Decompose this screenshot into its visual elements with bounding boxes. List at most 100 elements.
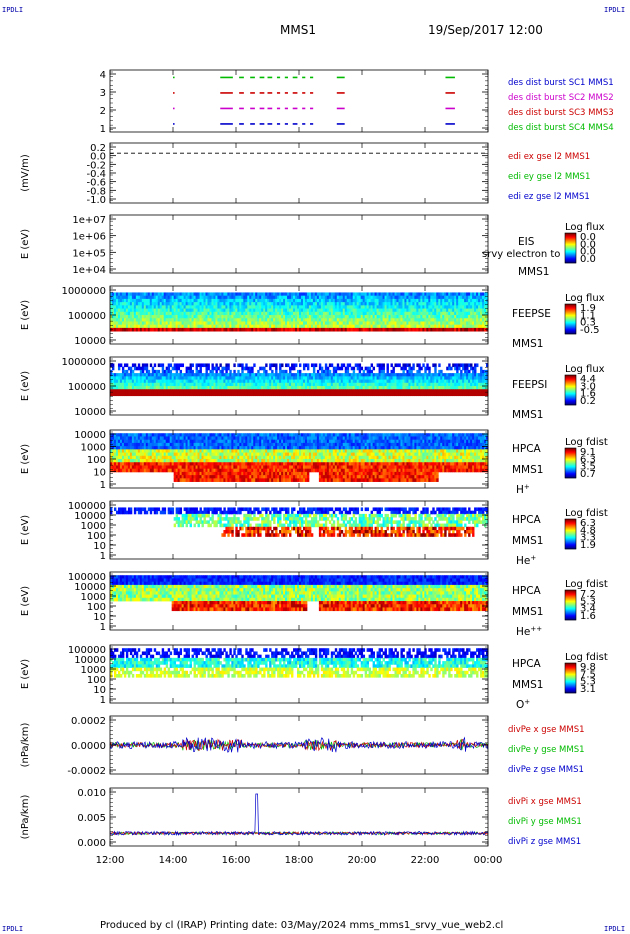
heatmap-cell — [438, 318, 441, 322]
heatmap-cell — [320, 311, 324, 316]
heatmap-cell — [231, 327, 234, 332]
burst-segment — [220, 123, 233, 125]
heatmap-cell — [123, 389, 127, 393]
heatmap-cell — [386, 295, 389, 300]
heatmap-cell — [129, 386, 133, 390]
heatmap-cell — [302, 324, 306, 329]
heatmap-cell — [304, 327, 308, 332]
heatmap-cell — [265, 327, 268, 332]
heatmap-cell — [416, 321, 419, 326]
heatmap-cell — [352, 305, 356, 309]
heatmap-cell — [275, 318, 278, 322]
heatmap-cell — [211, 369, 214, 374]
heatmap-cell — [408, 305, 411, 309]
heatmap-cell — [125, 379, 129, 384]
heatmap-cell — [316, 318, 320, 322]
heatmap-cell — [328, 318, 332, 322]
heatmap-cell — [141, 318, 145, 322]
heatmap-cell — [195, 392, 198, 397]
heatmap-cell — [370, 302, 374, 306]
heatmap-cell — [400, 305, 403, 309]
burst-segment — [284, 92, 288, 94]
heatmap-cell — [179, 363, 183, 368]
heatmap-cell — [189, 376, 192, 380]
heatmap-cell — [153, 295, 157, 300]
heatmap-cell — [197, 373, 200, 377]
heatmap-cell — [287, 315, 290, 319]
heatmap-cell — [334, 318, 338, 322]
heatmap-cell — [159, 376, 163, 380]
heatmap-cell — [265, 373, 268, 377]
heatmap-cell — [163, 305, 167, 309]
heatmap-cell — [227, 298, 230, 303]
heatmap-cell — [318, 324, 322, 329]
heatmap-cell — [237, 382, 240, 387]
heatmap-cell — [406, 292, 409, 297]
heatmap-cell — [235, 302, 238, 306]
heatmap-cell — [227, 308, 230, 313]
heatmap-cell — [241, 382, 244, 387]
heatmap-cell — [308, 386, 312, 390]
heatmap-cell — [127, 376, 131, 380]
heatmap-cell — [211, 305, 214, 309]
colorbar-band — [565, 329, 576, 331]
heatmap-cell — [189, 369, 192, 374]
heatmap-cell — [312, 311, 316, 316]
heatmap-cell — [342, 302, 346, 306]
heatmap-cell — [175, 292, 179, 297]
heatmap-cell — [426, 318, 429, 322]
heatmap-cell — [466, 324, 469, 329]
heatmap-cell — [123, 295, 127, 300]
heatmap-cell — [203, 292, 206, 297]
heatmap-cell — [442, 308, 445, 313]
colorbar-band — [565, 328, 576, 330]
heatmap-cell — [147, 369, 151, 374]
heatmap-cell — [179, 324, 183, 329]
heatmap-cell — [115, 315, 119, 319]
heatmap-cell — [259, 366, 262, 371]
heatmap-cell — [291, 373, 294, 377]
heatmap-cell — [139, 327, 143, 332]
heatmap-cell — [432, 327, 435, 332]
heatmap-cell — [179, 321, 183, 326]
colorbar-title: Log flux — [565, 222, 605, 233]
heatmap-cell — [139, 311, 143, 316]
heatmap-cell — [450, 295, 453, 300]
heatmap-cell — [406, 305, 409, 309]
heatmap-cell — [199, 295, 202, 300]
heatmap-cell — [458, 321, 461, 326]
heatmap-cell — [402, 298, 405, 303]
heatmap-cell — [396, 324, 399, 329]
heatmap-cell — [295, 382, 298, 387]
heatmap-cell — [171, 295, 175, 300]
heatmap-cell — [271, 308, 274, 313]
heatmap-cell — [460, 302, 463, 306]
heatmap-cell — [219, 292, 222, 297]
heatmap-cell — [348, 318, 352, 322]
heatmap-cell — [225, 321, 228, 326]
heatmap-cell — [265, 379, 268, 384]
heatmap-cell — [221, 311, 224, 316]
heatmap-cell — [241, 379, 244, 384]
heatmap-cell — [410, 292, 413, 297]
heatmap-cell — [430, 298, 433, 303]
heatmap-cell — [207, 298, 210, 303]
heatmap-cell — [261, 308, 264, 313]
heatmap-cell — [137, 363, 141, 368]
heatmap-cell — [340, 366, 344, 371]
heatmap-cell — [121, 376, 125, 380]
heatmap-cell — [181, 389, 185, 393]
heatmap-cell — [237, 386, 240, 390]
heatmap-cell — [153, 376, 157, 380]
heatmap-cell — [179, 302, 183, 306]
heatmap-cell — [392, 302, 395, 306]
heatmap-cell — [480, 324, 483, 329]
heatmap-cell — [378, 324, 381, 329]
heatmap-cell — [398, 324, 401, 329]
heatmap-cell — [474, 295, 477, 300]
heatmap-cell — [289, 305, 292, 309]
heatmap-cell — [205, 327, 208, 332]
heatmap-cell — [155, 308, 159, 313]
heatmap-cell — [448, 327, 451, 332]
heatmap-cell — [189, 382, 192, 387]
